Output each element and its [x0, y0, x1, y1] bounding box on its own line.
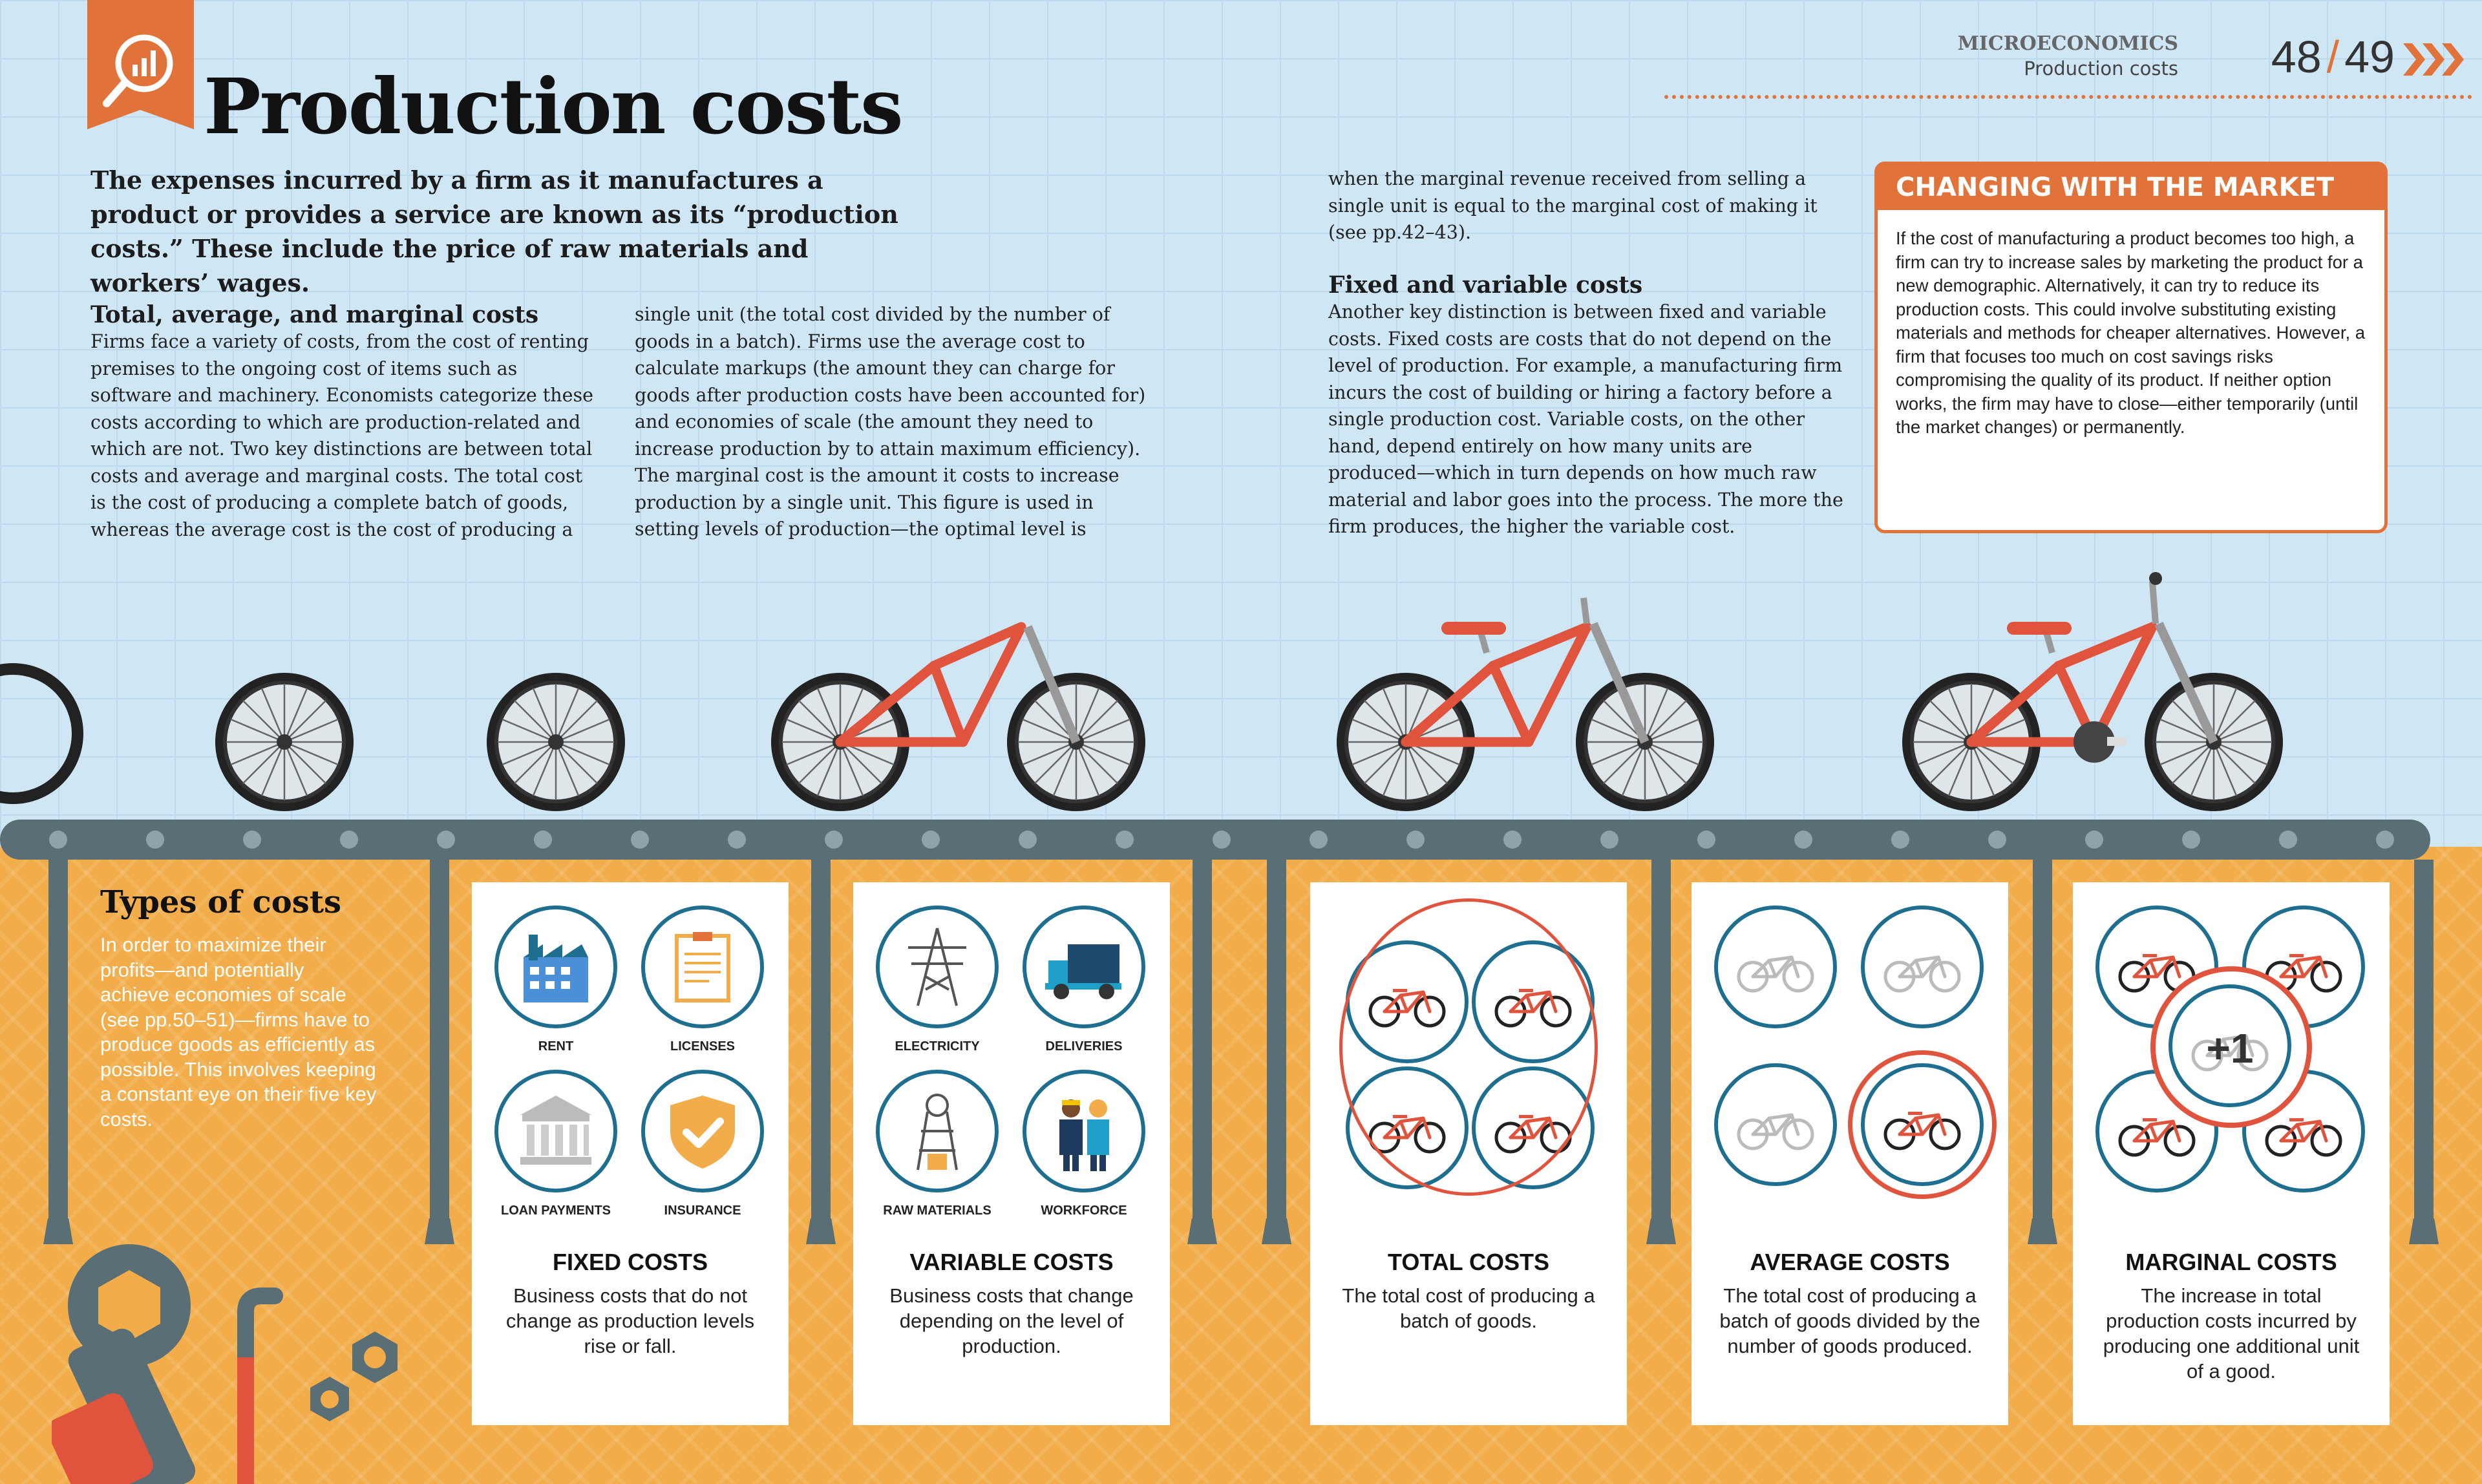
fixed-costs-desc: Business costs that do not change as pro… [505, 1284, 755, 1357]
workforce-icon [1023, 1070, 1145, 1192]
fixed-costs-title: FIXED COSTS [552, 1249, 708, 1275]
body-text-col3: when the marginal revenue received from … [1328, 168, 1818, 243]
section-label: MICROECONOMICS [1957, 32, 2178, 55]
card-average-costs: AVERAGE COSTS The total cost of producin… [1692, 882, 2008, 1425]
conveyor-belt [0, 820, 2430, 860]
page-title: Production costs [204, 61, 904, 151]
text-column-3: Fixed and variable costs Another key dis… [1328, 271, 1845, 540]
running-header: MICROECONOMICS Production costs [1958, 32, 2178, 80]
types-heading: Types of costs [100, 884, 342, 920]
card-variable-costs: ELECTRICITY DELIVERIES RAW MATERIALS WOR… [853, 882, 1170, 1425]
variable-costs-title: VARIABLE COSTS [909, 1249, 1114, 1275]
page-numbers: 48/49 [2271, 31, 2395, 83]
wrench-icon [52, 1244, 196, 1484]
page-right: 49 [2344, 32, 2395, 82]
electricity-icon [876, 906, 999, 1028]
finished-bike [1902, 572, 2283, 811]
body-text-col1: Firms face a variety of costs, from the … [90, 331, 593, 540]
conveyor-post [1262, 860, 1291, 1244]
card-marginal-costs: +1 MARGINAL COSTS The increase in total … [2073, 882, 2390, 1425]
bike-seat-stage [1337, 597, 1714, 811]
raw-materials-icon [876, 1070, 999, 1192]
sidebar-box: CHANGING WITH THE MARKET If the cost of … [1874, 162, 2388, 533]
body-text-col2: single unit (the total cost divided by t… [635, 304, 1146, 540]
average-costs-title: AVERAGE COSTS [1750, 1249, 1950, 1275]
section-heading-costs: Total, average, and marginal costs [90, 301, 539, 328]
loose-wheel [215, 673, 354, 811]
total-costs-desc: The total cost of producing a batch of g… [1342, 1284, 1595, 1332]
marginal-costs-title: MARGINAL COSTS [2125, 1249, 2337, 1275]
chevrons-icon [2403, 43, 2464, 76]
sidebar-title: CHANGING WITH THE MARKET [1878, 165, 2384, 210]
bike-frame-stage [771, 622, 1145, 811]
rent-icon [494, 906, 617, 1028]
average-unit-ring [1848, 1050, 1997, 1199]
card-fixed-costs: RENT LICENSES LOAN PAYMENTS INSURANCE FI… [472, 882, 789, 1425]
body-text-fixed-variable: Another key distinction is between fixed… [1328, 301, 1843, 537]
variable-costs-desc: Business costs that change depending on … [889, 1284, 1134, 1357]
types-text: In order to maximize their profits—and p… [100, 933, 377, 1130]
deliveries-label: DELIVERIES [1045, 1039, 1123, 1054]
rent-label: RENT [538, 1039, 574, 1054]
bike-assembly-illustration [0, 572, 2482, 827]
average-costs-desc: The total cost of producing a batch of g… [1719, 1284, 1980, 1357]
conveyor-post [2409, 860, 2439, 1244]
tools-illustration [52, 1244, 398, 1484]
conveyor-post [425, 860, 454, 1244]
conveyor-post [2028, 860, 2057, 1244]
chart-search-icon [87, 0, 194, 129]
page-left: 48 [2271, 32, 2322, 82]
deliveries-icon [1023, 906, 1145, 1028]
licenses-icon [641, 906, 764, 1028]
plus-one-badge: +1 [2206, 1025, 2254, 1072]
header-divider [1664, 95, 2472, 99]
sidebar-text: If the cost of manufacturing a product b… [1896, 228, 2366, 437]
subsection-label: Production costs [2024, 58, 2178, 80]
raw-materials-label: RAW MATERIALS [883, 1203, 992, 1218]
conveyor-post [806, 860, 836, 1244]
electricity-label: ELECTRICITY [895, 1039, 980, 1054]
loan-payments-icon [494, 1070, 617, 1192]
allen-key-icon [237, 1288, 283, 1484]
bike-icon [1714, 906, 1837, 1028]
text-column-1: Total, average, and marginal costs Firms… [90, 301, 601, 543]
loan-payments-label: LOAN PAYMENTS [500, 1203, 611, 1218]
loose-wheel [487, 673, 625, 811]
page-separator: / [2326, 32, 2340, 82]
bike-icon [1861, 906, 1984, 1028]
conveyor-post [43, 860, 73, 1244]
marginal-costs-desc: The increase in total production costs i… [2103, 1284, 2360, 1383]
bottom-background [0, 847, 2482, 1484]
licenses-label: LICENSES [670, 1039, 736, 1054]
total-batch-ring [1339, 898, 1598, 1196]
intro-paragraph: The expenses incurred by a firm as it ma… [90, 165, 898, 297]
conveyor-post [1646, 860, 1676, 1244]
insurance-icon [641, 1070, 764, 1192]
workforce-label: WORKFORCE [1041, 1203, 1127, 1218]
bike-icon [1714, 1063, 1837, 1186]
insurance-label: INSURANCE [664, 1203, 741, 1218]
card-total-costs: TOTAL COSTS The total cost of producing … [1310, 882, 1627, 1425]
bike-icon-extra [2169, 984, 2291, 1107]
section-heading-fixed-variable: Fixed and variable costs [1328, 271, 1643, 299]
conveyor-post [1187, 860, 1217, 1244]
total-costs-title: TOTAL COSTS [1387, 1249, 1549, 1275]
nut-icon [310, 1331, 398, 1421]
